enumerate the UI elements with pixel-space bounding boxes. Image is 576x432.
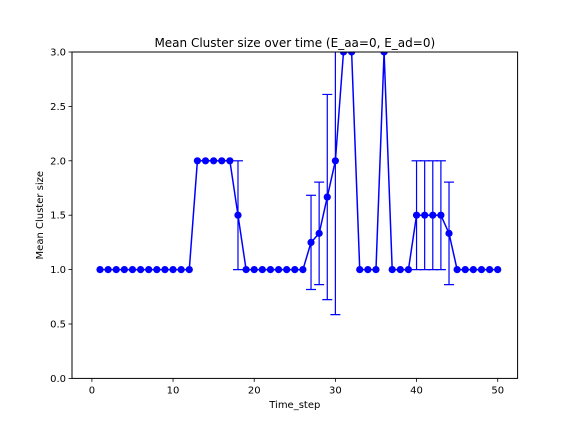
data-point <box>494 266 502 274</box>
plot-area <box>96 52 502 316</box>
data-point <box>177 266 185 274</box>
data-point <box>169 266 177 274</box>
data-point <box>234 211 242 219</box>
x-tick-label: 0 <box>89 385 95 396</box>
y-tick-label: 0.5 <box>50 320 66 331</box>
data-point <box>258 266 266 274</box>
data-point <box>429 211 437 219</box>
x-tick-label: 50 <box>491 385 504 396</box>
x-tick-label: 20 <box>248 385 261 396</box>
x-tick-label: 40 <box>410 385 423 396</box>
data-point <box>193 157 202 165</box>
data-point <box>185 266 193 274</box>
x-tick-label: 30 <box>329 385 342 396</box>
data-point <box>380 52 388 56</box>
data-point <box>226 157 234 165</box>
data-point <box>299 266 307 274</box>
x-tick-label: 10 <box>167 385 180 396</box>
y-tick-label: 2.0 <box>50 156 66 167</box>
data-point <box>404 266 413 274</box>
data-point <box>274 266 283 274</box>
y-axis-label: Mean Cluster size <box>35 171 46 260</box>
data-point <box>315 229 323 237</box>
data-point <box>218 157 226 165</box>
data-point <box>421 211 429 219</box>
data-point <box>210 157 218 165</box>
data-point <box>283 266 291 274</box>
data-point <box>331 157 339 165</box>
data-point <box>104 266 112 274</box>
y-tick-label: 1.5 <box>50 211 66 222</box>
y-tick-label: 1.0 <box>50 265 66 276</box>
data-point <box>477 266 486 274</box>
data-point <box>201 157 210 165</box>
data-point <box>153 266 161 274</box>
data-point <box>242 266 250 274</box>
data-point <box>323 193 331 201</box>
data-point <box>356 266 364 274</box>
y-tick-label: 3.0 <box>50 48 66 59</box>
data-point <box>250 266 258 274</box>
data-point <box>364 266 372 274</box>
data-point <box>461 266 469 274</box>
chart-title: Mean Cluster size over time (E_aa=0, E_a… <box>154 36 435 50</box>
data-point <box>307 238 315 246</box>
data-point <box>266 266 275 274</box>
data-point <box>112 266 120 274</box>
data-point <box>412 211 421 219</box>
y-tick-label: 0.0 <box>50 374 66 385</box>
data-point <box>388 266 396 274</box>
data-point <box>161 266 169 274</box>
y-axis: 0.0 0.5 1.0 1.5 2.0 2.5 3.0 <box>50 48 72 385</box>
data-point <box>453 266 461 274</box>
data-point <box>396 266 404 274</box>
data-point <box>145 266 153 274</box>
data-point <box>339 52 348 56</box>
data-point <box>469 266 477 274</box>
data-point <box>136 266 145 274</box>
data-point <box>128 266 137 274</box>
data-point <box>120 266 128 274</box>
data-point <box>372 266 380 274</box>
y-tick-label: 2.5 <box>50 102 66 113</box>
x-axis: 0 10 20 30 40 50 <box>89 378 504 396</box>
data-point <box>437 211 445 219</box>
data-point <box>96 266 104 274</box>
data-point <box>445 229 453 237</box>
x-axis-label: Time_step <box>268 400 320 411</box>
data-point <box>291 266 299 274</box>
data-point <box>485 266 494 274</box>
data-point <box>348 52 356 56</box>
